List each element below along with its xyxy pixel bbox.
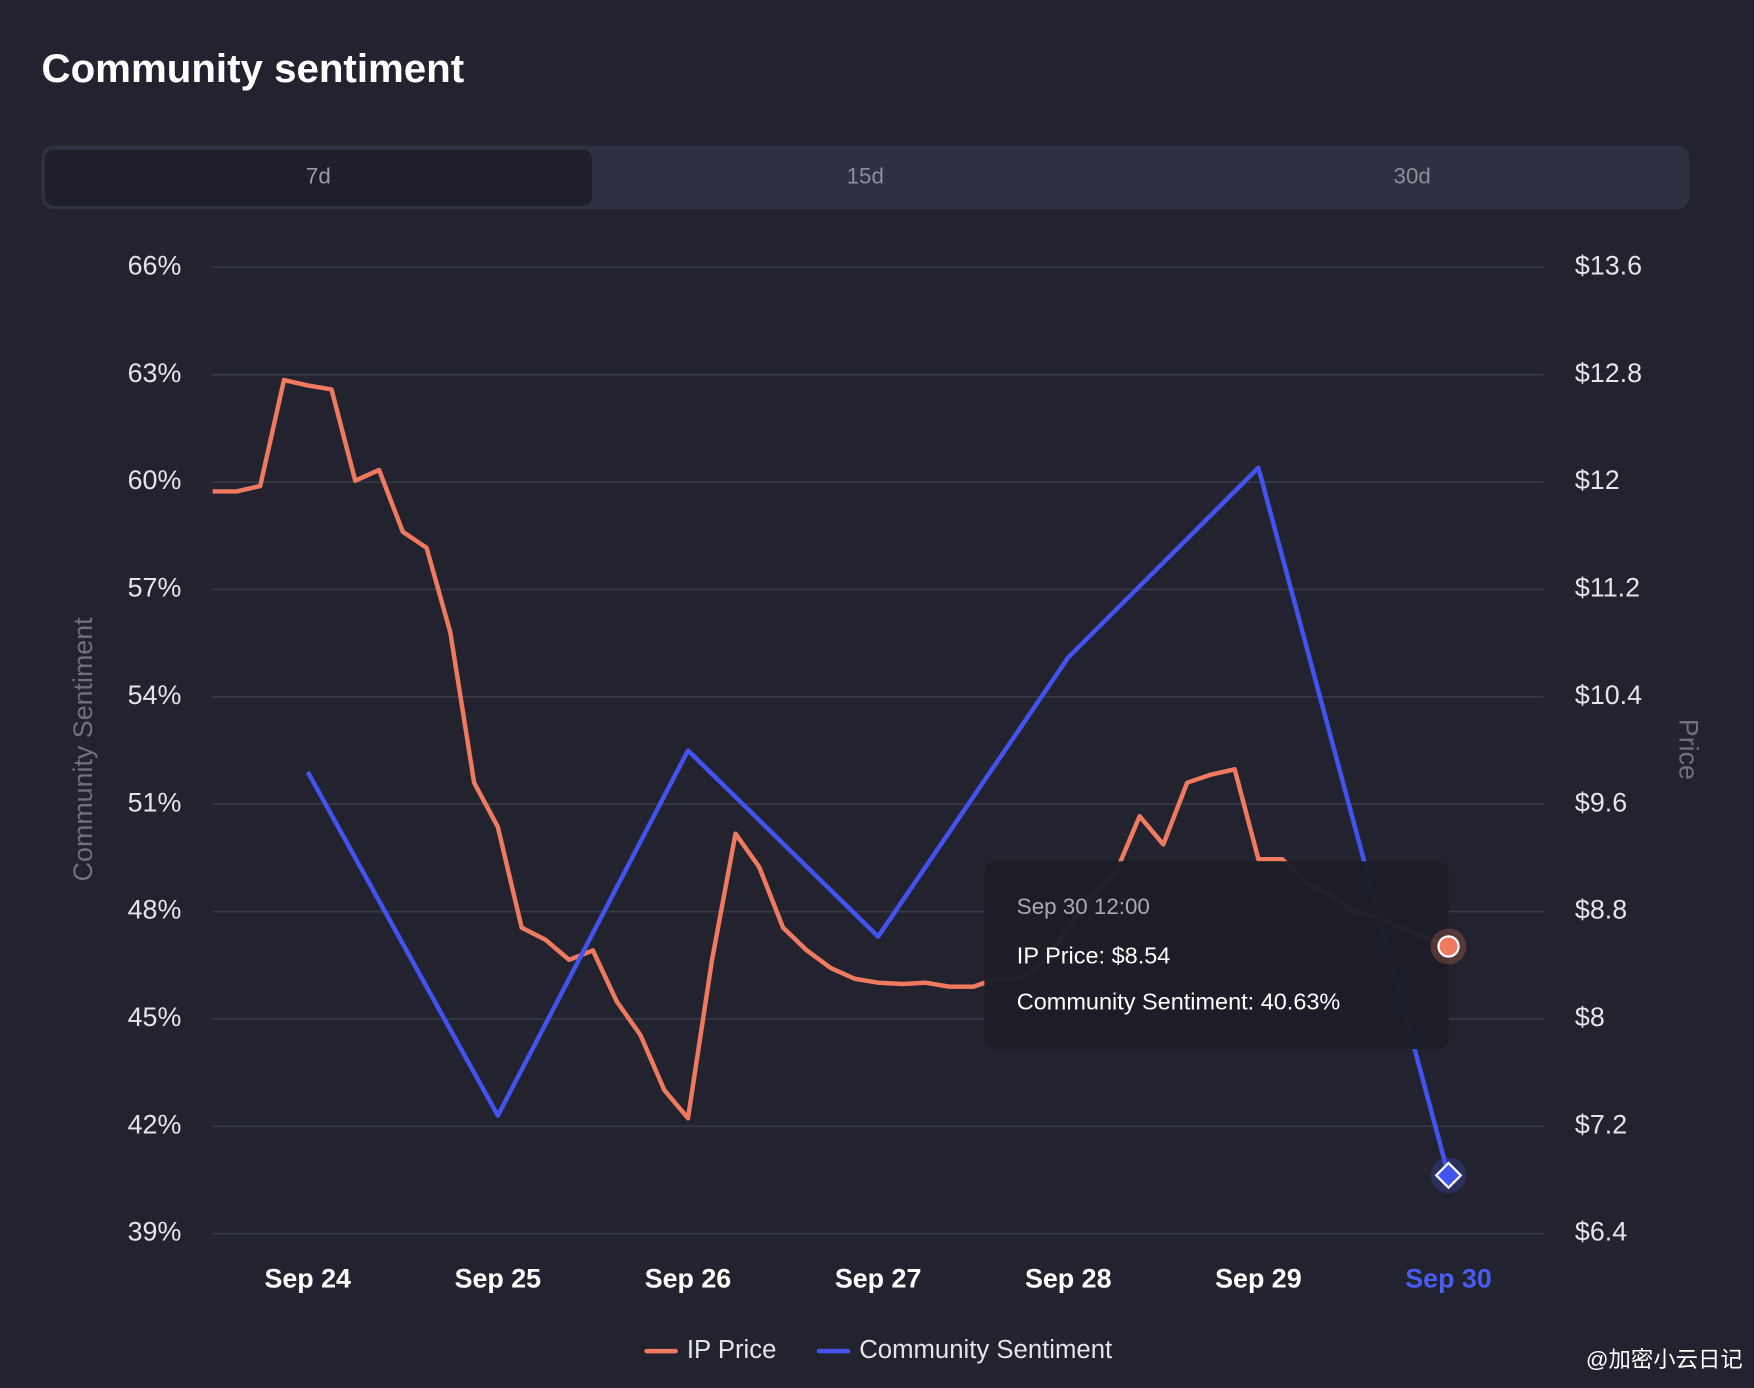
y2-tick-label: $9.6 <box>1575 787 1627 817</box>
y2-axis-title: Price <box>1674 719 1704 780</box>
y-tick-label: 66% <box>128 250 182 280</box>
y-axis-title: Community Sentiment <box>68 617 98 881</box>
hover-point <box>1434 1161 1463 1190</box>
hover-point <box>1437 935 1460 958</box>
series-line <box>305 465 1451 1176</box>
series-line <box>212 377 1450 1121</box>
y-tick-label: 51% <box>128 787 182 817</box>
y-tick-label: 39% <box>128 1217 182 1247</box>
y2-tick-label: $8 <box>1575 1002 1605 1032</box>
y2-tick-label: $6.4 <box>1575 1217 1627 1247</box>
watermark: @加密小云日记 <box>1586 1347 1743 1372</box>
y-tick-label: 63% <box>128 358 182 388</box>
y2-tick-label: $11.2 <box>1575 573 1640 603</box>
y-tick-label: 45% <box>128 1002 182 1032</box>
y2-tick-label: $10.4 <box>1575 680 1642 710</box>
x-tick-label: Sep 25 <box>455 1264 542 1294</box>
legend-label[interactable]: IP Price <box>687 1336 777 1364</box>
tooltip-title: Sep 30 12:00 <box>1017 894 1150 919</box>
chart-title: Community sentiment <box>42 46 465 91</box>
y-tick-label: 57% <box>128 573 182 603</box>
y2-tick-label: $7.2 <box>1575 1109 1627 1139</box>
legend-label[interactable]: Community Sentiment <box>859 1336 1112 1364</box>
x-tick-label: Sep 29 <box>1215 1264 1302 1294</box>
tab-label[interactable]: 15d <box>847 164 884 189</box>
tooltip-line: Community Sentiment: 40.63% <box>1017 988 1341 1014</box>
y2-tick-label: $12 <box>1575 465 1620 495</box>
x-tick-label: Sep 27 <box>835 1264 922 1294</box>
y2-tick-label: $13.6 <box>1575 250 1642 280</box>
y-tick-label: 54% <box>128 680 182 710</box>
y2-tick-label: $12.8 <box>1575 358 1642 388</box>
y2-tick-label: $8.8 <box>1575 895 1627 925</box>
x-tick-label: Sep 30 <box>1405 1264 1492 1294</box>
tab-label[interactable]: 7d <box>306 164 331 189</box>
tab-active <box>44 149 592 206</box>
x-tick-label: Sep 26 <box>645 1264 732 1294</box>
x-tick-label: Sep 28 <box>1025 1264 1112 1294</box>
tooltip-box <box>984 861 1449 1050</box>
tab-label[interactable]: 30d <box>1394 164 1431 189</box>
tooltip-line: IP Price: $8.54 <box>1017 943 1171 969</box>
x-tick-label: Sep 24 <box>264 1264 351 1294</box>
y-tick-label: 60% <box>128 465 182 495</box>
y-tick-label: 48% <box>128 895 182 925</box>
y-tick-label: 42% <box>128 1109 182 1139</box>
